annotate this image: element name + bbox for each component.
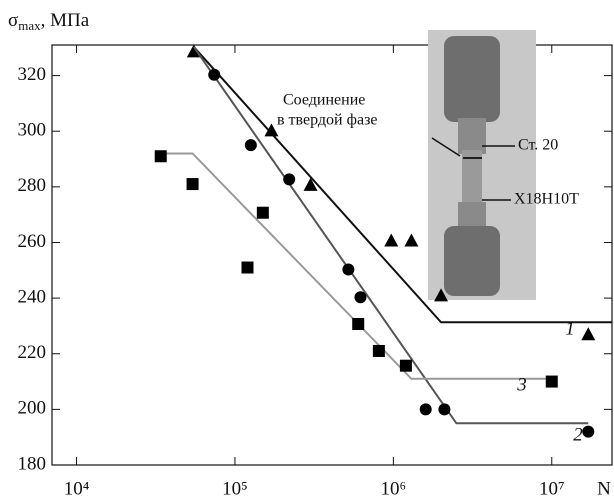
fit-line (192, 46, 589, 425)
annotation: Х18Н10Т (514, 191, 579, 208)
bolt-shank (458, 118, 486, 154)
y-label-subscript: max (18, 18, 41, 33)
point (581, 327, 596, 341)
line-label: 1 (565, 318, 575, 339)
fit-line (160, 152, 552, 380)
y-label-symbol: σ (8, 10, 18, 31)
x-tick-label: 10⁵ (222, 478, 248, 499)
point (264, 123, 279, 137)
bolt-neck (462, 150, 482, 206)
y-tick-label: 300 (18, 120, 47, 141)
plot-frame (51, 44, 613, 466)
x-tick-label: 10⁶ (381, 478, 407, 499)
point (582, 425, 595, 438)
y-tick-label: 240 (18, 286, 47, 307)
annotation: Ст. 20 (518, 137, 558, 154)
y-axis-label: σmax, МПа (8, 10, 90, 33)
bolt-head-bottom (444, 226, 500, 296)
point (434, 288, 449, 302)
point (399, 359, 412, 372)
y-tick-label: 200 (18, 398, 47, 419)
x-axis-label: N (597, 478, 611, 499)
point (208, 68, 221, 81)
point (186, 44, 201, 58)
line-label: 2 (573, 424, 583, 445)
point (419, 403, 432, 416)
point (283, 173, 296, 186)
point (186, 178, 199, 191)
bolt-shank (458, 202, 486, 230)
y-label-unit: , МПа (41, 10, 90, 31)
point (404, 233, 419, 247)
point (241, 261, 254, 274)
annotation: в твердой фазе (277, 112, 378, 129)
point (244, 139, 257, 152)
y-tick-label: 180 (18, 453, 47, 474)
y-tick-label: 280 (18, 175, 47, 196)
point (438, 403, 451, 416)
point (372, 344, 385, 357)
point (342, 263, 355, 276)
line-label: 3 (516, 374, 527, 395)
y-tick-label: 320 (18, 64, 47, 85)
annotation: Соединение (283, 92, 365, 109)
point (384, 233, 399, 247)
point (545, 375, 558, 388)
bolt-head-top (444, 36, 500, 122)
point (154, 150, 167, 163)
y-tick-label: 260 (18, 231, 47, 252)
inset-photo (428, 30, 536, 300)
x-tick-label: 10⁴ (64, 478, 90, 499)
point (303, 177, 318, 191)
point (256, 206, 269, 219)
x-tick-label: 10⁷ (539, 478, 565, 499)
point (352, 317, 365, 330)
y-tick-label: 220 (18, 342, 47, 363)
point (354, 291, 367, 304)
fit-line (193, 46, 612, 324)
annotation-arrow (431, 137, 461, 157)
